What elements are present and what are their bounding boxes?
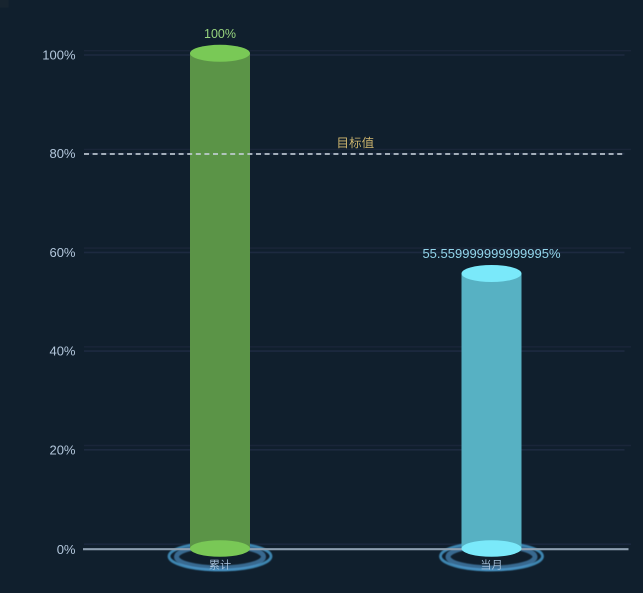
svg-text:100%: 100% bbox=[204, 27, 236, 41]
svg-text:55.559999999999995%: 55.559999999999995% bbox=[422, 246, 561, 261]
svg-text:80%: 80% bbox=[49, 146, 75, 161]
svg-text:20%: 20% bbox=[49, 442, 75, 457]
svg-text:0%: 0% bbox=[57, 542, 76, 557]
svg-text:40%: 40% bbox=[49, 344, 75, 359]
svg-text:60%: 60% bbox=[49, 245, 75, 260]
svg-text:100%: 100% bbox=[42, 48, 76, 63]
